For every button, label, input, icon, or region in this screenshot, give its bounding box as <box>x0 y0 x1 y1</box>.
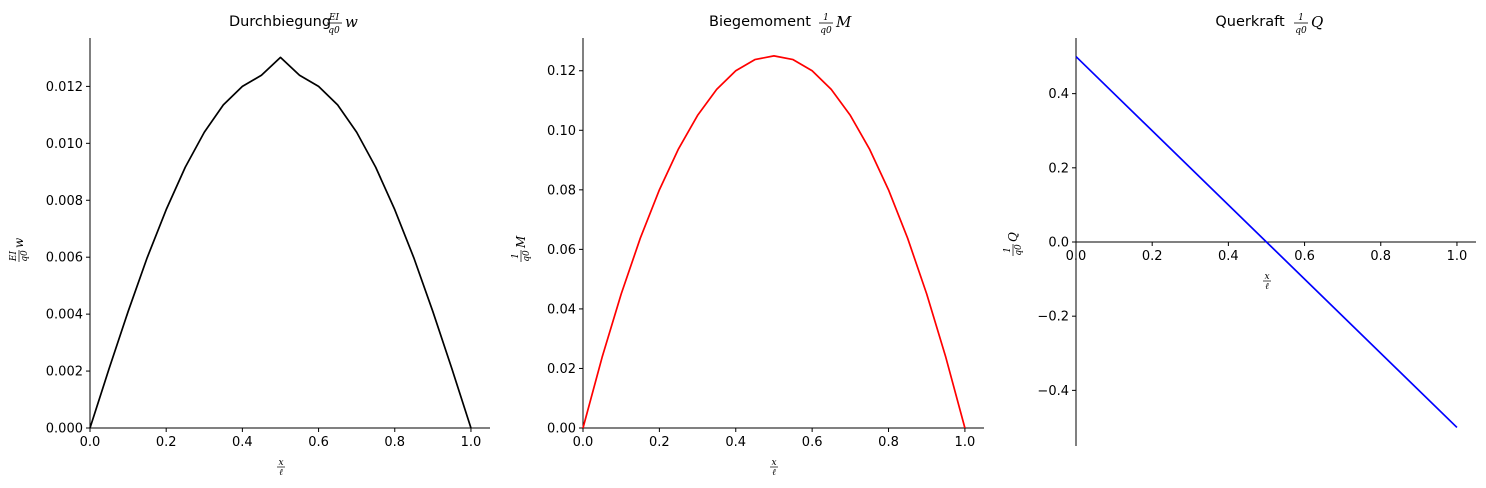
deflection-ylabel-num: EI <box>9 250 19 262</box>
moment-xlabel-den: ℓ <box>772 468 776 478</box>
deflection-title-frac-den: q0 <box>328 26 340 36</box>
moment-series-line <box>582 55 966 429</box>
deflection-title-frac-num: EI <box>328 13 340 23</box>
moment-y-tick-label: 0.10 <box>547 124 576 139</box>
shear-title: Querkraft <box>1215 14 1285 30</box>
moment-x-tick-label: 0.4 <box>725 435 746 450</box>
moment-xlabel-num: x <box>771 458 776 468</box>
moment-title-prefix: Biegemoment <box>709 14 811 30</box>
moment-y-tick-label: 0.12 <box>547 64 576 79</box>
moment-x-tick-label: 0.6 <box>802 435 823 450</box>
deflection-x-tick-label: 1.0 <box>461 435 482 450</box>
deflection-xlabel-den: ℓ <box>279 468 283 478</box>
moment-title-symbol: M <box>835 13 852 31</box>
deflection-y-tick-label: 0.006 <box>46 251 83 266</box>
shear-title-prefix: Querkraft <box>1215 14 1285 30</box>
deflection-ylabel-den: q0 <box>20 250 30 262</box>
shear-x-tick-label: 0.4 <box>1218 249 1239 264</box>
moment-y-tick-label: 0.00 <box>547 422 576 437</box>
deflection-x-tick-label: 0.6 <box>308 435 329 450</box>
moment-y-tick-label: 0.06 <box>547 243 576 258</box>
moment-title-frac-num: 1 <box>823 13 829 23</box>
deflection-xlabel: x ℓ <box>277 458 285 478</box>
deflection-y-tick-label: 0.000 <box>46 422 83 437</box>
deflection-y-tick-label: 0.002 <box>46 365 83 380</box>
moment-ylabel: 1 q0 M <box>511 235 532 262</box>
shear-axes: 0.0 0.2 0.4 0.6 0.8 1.0 −0.4 −0.2 0.0 0.2 0.4 <box>1037 38 1476 446</box>
shear-xlabel-num: x <box>1264 272 1269 282</box>
moment-ylabel-den: q0 <box>522 250 532 262</box>
moment-x-tick-label: 1.0 <box>955 435 976 450</box>
deflection-title-prefix: Durchbiegung <box>229 14 331 30</box>
shear-x-tick-label: 0.2 <box>1142 249 1163 264</box>
shear-ylabel-symbol: Q <box>1006 232 1020 242</box>
moment-ylabel-symbol: M <box>514 235 528 249</box>
deflection-y-tick-label: 0.012 <box>46 80 83 95</box>
moment-xlabel: x ℓ <box>770 458 778 478</box>
moment-axes: 0.0 0.2 0.4 0.6 0.8 1.0 0.00 0.02 0.04 0.06 0.08 0.… <box>547 38 984 450</box>
subplot-shear: Querkraft 1 q0 Q 0.0 0.2 0.4 0.6 0.8 1.0 −0.4 −… <box>1003 13 1476 446</box>
deflection-ylabel: EI q0 w <box>9 237 30 262</box>
shear-y-tick-label: −0.4 <box>1037 384 1069 399</box>
deflection-title: Durchbiegung <box>229 14 331 30</box>
deflection-y-tick-label: 0.004 <box>46 308 83 323</box>
deflection-y-tick-label: 0.008 <box>46 194 83 209</box>
shear-y-tick-label: 0.2 <box>1048 161 1069 176</box>
deflection-axes: 0.0 0.2 0.4 0.6 0.8 1.0 0.000 0.002 0.004 0.006 0.… <box>46 38 490 450</box>
deflection-title-symbol: w <box>345 13 358 31</box>
shear-xlabel: x ℓ <box>1263 272 1271 292</box>
shear-ylabel: 1 q0 Q <box>1003 232 1024 256</box>
deflection-x-tick-label: 0.4 <box>232 435 253 450</box>
shear-title-symbol: Q <box>1311 13 1323 31</box>
moment-y-tick-label: 0.02 <box>547 362 576 377</box>
shear-x-tick-label: 1.0 <box>1447 249 1468 264</box>
subplot-deflection: Durchbiegung EI q0 w 0.0 0.2 0.4 0.6 0.8 1.00… <box>9 13 490 478</box>
shear-xlabel-den: ℓ <box>1265 282 1269 292</box>
shear-y-tick-label: 0.4 <box>1048 87 1069 102</box>
moment-y-tick-label: 0.08 <box>547 183 576 198</box>
shear-x-tick-label: 0.8 <box>1370 249 1391 264</box>
deflection-x-tick-label: 0.0 <box>80 435 101 450</box>
moment-ylabel-num: 1 <box>511 253 521 259</box>
moment-y-tick-label: 0.04 <box>547 302 576 317</box>
deflection-xlabel-num: x <box>278 458 283 468</box>
shear-title-frac-num: 1 <box>1298 13 1304 23</box>
deflection-x-tick-label: 0.2 <box>156 435 177 450</box>
shear-series-line <box>1075 55 1458 429</box>
shear-ylabel-den: q0 <box>1014 244 1024 256</box>
deflection-y-tick-label: 0.010 <box>46 137 83 152</box>
moment-title: Biegemoment <box>709 14 811 30</box>
deflection-x-tick-label: 0.8 <box>384 435 405 450</box>
deflection-ylabel-symbol: w <box>12 237 26 248</box>
shear-title-frac-den: q0 <box>1295 26 1307 36</box>
shear-ylabel-num: 1 <box>1003 247 1013 253</box>
moment-x-tick-label: 0.0 <box>573 435 594 450</box>
moment-title-frac-den: q0 <box>820 26 832 36</box>
subplot-moment: Biegemoment 1 q0 M 0.0 0.2 0.4 0.6 0.8 1.00.0… <box>511 13 984 478</box>
shear-y-tick-label: 0.0 <box>1048 236 1069 251</box>
shear-y-tick-label: −0.2 <box>1037 310 1069 325</box>
shear-x-tick-label: 0.0 <box>1066 249 1087 264</box>
deflection-series-line <box>89 56 472 429</box>
moment-x-tick-label: 0.8 <box>878 435 899 450</box>
shear-x-tick-label: 0.6 <box>1294 249 1315 264</box>
moment-x-tick-label: 0.2 <box>649 435 670 450</box>
